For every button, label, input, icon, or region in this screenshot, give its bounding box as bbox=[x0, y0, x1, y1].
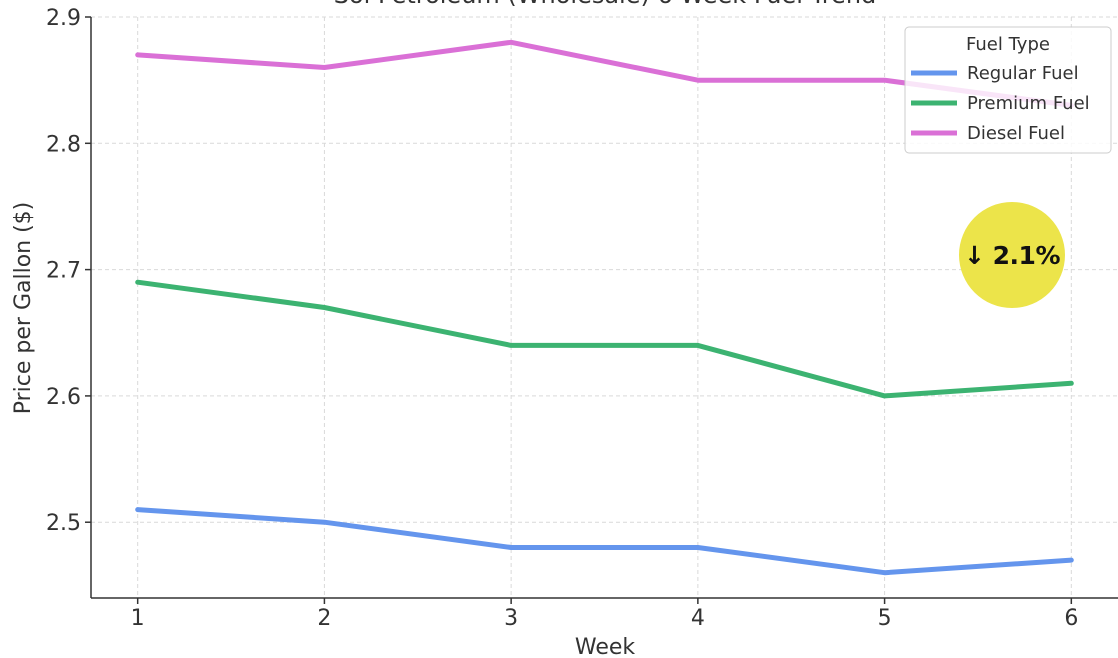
x-tick-label: 1 bbox=[131, 606, 145, 631]
percent-change-badge: ↓ 2.1% bbox=[959, 202, 1065, 308]
regular-fuel-line bbox=[135, 507, 1074, 576]
x-axis-label: Week bbox=[575, 635, 636, 658]
chart-title: Sol Petroleum (Wholesale) 6-Week Fuel Tr… bbox=[334, 0, 877, 9]
y-tick-label: 2.8 bbox=[46, 132, 81, 157]
legend-label-diesel-fuel: Diesel Fuel bbox=[967, 123, 1065, 144]
legend-title: Fuel Type bbox=[966, 34, 1050, 55]
y-tick-label: 2.5 bbox=[46, 511, 81, 536]
legend-label-regular-fuel: Regular Fuel bbox=[967, 63, 1079, 84]
legend-box bbox=[904, 26, 1112, 154]
y-tick-label: 2.7 bbox=[46, 259, 81, 284]
y-tick-label: 2.6 bbox=[46, 385, 81, 410]
y-axis-label: Price per Gallon ($) bbox=[11, 202, 36, 415]
x-tick-label: 5 bbox=[878, 606, 892, 631]
legend-label-premium-fuel: Premium Fuel bbox=[967, 93, 1090, 114]
premium-fuel-line bbox=[135, 279, 1074, 399]
x-tick-label: 2 bbox=[317, 606, 331, 631]
x-tick-label: 6 bbox=[1064, 606, 1078, 631]
x-tick-label: 4 bbox=[691, 606, 705, 631]
x-tick-label: 3 bbox=[504, 606, 518, 631]
y-tick-label: 2.9 bbox=[46, 6, 81, 31]
